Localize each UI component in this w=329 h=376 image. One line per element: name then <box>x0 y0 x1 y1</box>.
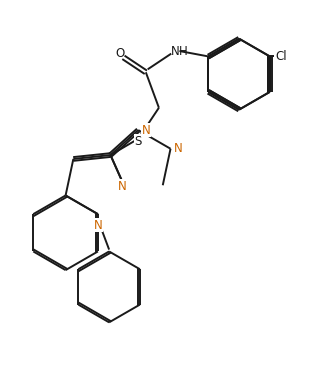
Text: N: N <box>118 180 127 193</box>
Text: N: N <box>93 218 102 232</box>
Text: N: N <box>170 45 179 58</box>
Text: S: S <box>135 135 142 148</box>
Text: N: N <box>174 142 183 155</box>
Text: N: N <box>142 124 151 136</box>
Text: O: O <box>115 47 124 60</box>
Text: H: H <box>179 45 188 58</box>
Text: Cl: Cl <box>275 50 287 63</box>
